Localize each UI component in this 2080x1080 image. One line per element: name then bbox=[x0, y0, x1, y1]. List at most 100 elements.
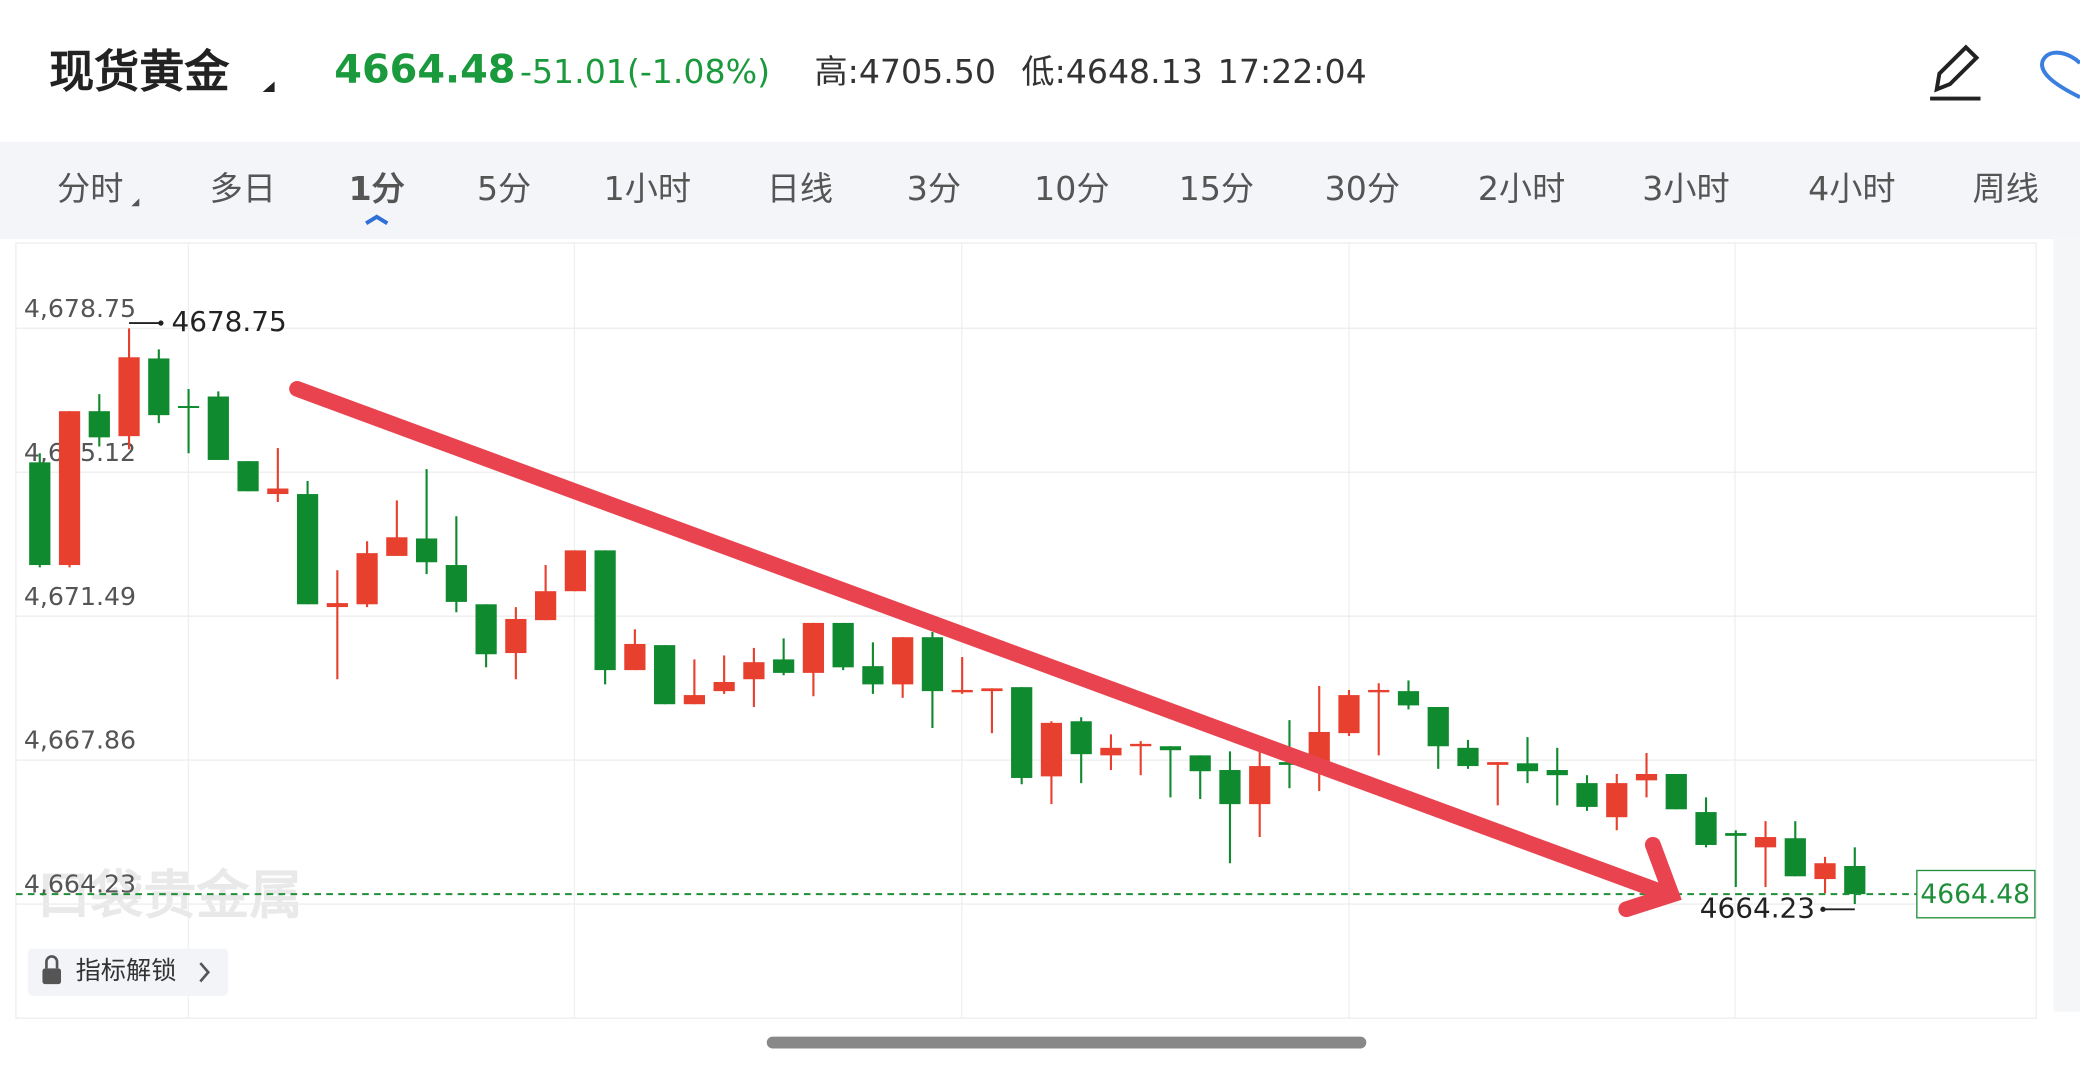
candle-body bbox=[1130, 743, 1152, 747]
candle-body bbox=[713, 682, 735, 692]
favorite-icon[interactable] bbox=[2040, 50, 2080, 99]
max-dot bbox=[158, 320, 164, 326]
candle-body bbox=[832, 622, 854, 668]
tab[interactable]: 5分 bbox=[477, 169, 531, 208]
candle-body bbox=[624, 643, 646, 671]
last-price: 4664.48 bbox=[334, 47, 515, 93]
candle-body bbox=[296, 494, 319, 605]
candle-body bbox=[1011, 687, 1033, 778]
candle-body bbox=[773, 659, 795, 673]
unlock-label[interactable]: 指标解锁 bbox=[76, 956, 177, 985]
candle-body bbox=[118, 357, 140, 437]
candle-body bbox=[356, 553, 378, 605]
candle-body bbox=[386, 537, 408, 556]
tab[interactable]: 1分 bbox=[349, 169, 405, 208]
candle-body bbox=[1844, 865, 1866, 895]
candle-body bbox=[1159, 746, 1182, 751]
tab[interactable]: 2小时 bbox=[1478, 169, 1565, 208]
last-price-label: 4664.48 bbox=[1920, 879, 2030, 910]
candle-body bbox=[1219, 770, 1241, 805]
tab[interactable]: 分时 bbox=[57, 169, 123, 208]
tab-group: 分时 多日 1分 5分 1小时 日线 3分 10分 15分 30分 2小时 3小时 4小时 周线 bbox=[57, 169, 2039, 226]
candle-body bbox=[1189, 755, 1211, 772]
last-price-box bbox=[1916, 869, 2036, 919]
plot-frame bbox=[15, 242, 2037, 1019]
candle-body bbox=[564, 550, 586, 592]
max-label: 4678.75 bbox=[172, 305, 287, 338]
candle-body bbox=[1368, 689, 1390, 693]
active-tab-marker bbox=[365, 214, 389, 226]
candle-body bbox=[1516, 763, 1539, 772]
candle-body bbox=[1427, 706, 1449, 747]
tab[interactable]: 30分 bbox=[1325, 169, 1400, 208]
instrument-title[interactable]: 现货黄金 bbox=[49, 45, 229, 98]
tab[interactable]: 3分 bbox=[907, 169, 961, 208]
candle-body bbox=[475, 604, 497, 655]
y-tick-label: 4,671.49 bbox=[24, 582, 136, 611]
candle-body bbox=[58, 411, 81, 566]
candle-body bbox=[237, 461, 259, 492]
candle-body bbox=[654, 645, 676, 705]
candle-body bbox=[1278, 762, 1301, 765]
candle-body bbox=[29, 462, 51, 566]
watermark: 口袋贵金属 bbox=[37, 865, 302, 926]
candle-body bbox=[594, 550, 616, 671]
candle-body bbox=[415, 538, 438, 563]
candle-body bbox=[802, 622, 825, 673]
candle-body bbox=[326, 603, 348, 608]
y-tick-label: 4,667.86 bbox=[24, 726, 136, 755]
tab-caret bbox=[131, 198, 140, 207]
min-label: 4664.23 bbox=[1700, 891, 1815, 924]
price-change: -51.01(-1.08%) bbox=[520, 52, 770, 91]
candle-body bbox=[1754, 837, 1777, 848]
vertical-grid bbox=[187, 243, 1736, 1019]
y-tick-label: 4,678.75 bbox=[24, 294, 136, 323]
trend-arrow bbox=[289, 381, 1682, 918]
tab[interactable]: 3小时 bbox=[1642, 169, 1729, 208]
unlock-button[interactable]: 指标解锁 bbox=[27, 948, 229, 996]
tab[interactable]: 4小时 bbox=[1808, 169, 1895, 208]
candle-body bbox=[148, 358, 170, 416]
candle-body bbox=[177, 406, 200, 409]
edit-icon[interactable] bbox=[1930, 44, 1981, 101]
candle-body bbox=[1695, 812, 1717, 845]
candle-body bbox=[921, 637, 944, 692]
tab[interactable]: 周线 bbox=[1973, 169, 2039, 208]
tab[interactable]: 10分 bbox=[1034, 169, 1109, 208]
scroll-indicator bbox=[766, 1036, 1367, 1049]
candle-body bbox=[1606, 783, 1628, 818]
min-dot bbox=[1820, 906, 1826, 912]
candle-body bbox=[743, 662, 765, 680]
candle-body bbox=[88, 411, 110, 438]
candle-body bbox=[1784, 838, 1806, 877]
candle-body bbox=[862, 666, 884, 685]
candle-body bbox=[1457, 747, 1479, 767]
quote-time: 17:22:04 bbox=[1218, 52, 1367, 91]
tab[interactable]: 15分 bbox=[1179, 169, 1254, 208]
tab[interactable]: 多日 bbox=[210, 169, 276, 208]
candle-body bbox=[1397, 691, 1420, 706]
candle-body bbox=[267, 488, 289, 495]
candle-body bbox=[981, 688, 1003, 692]
day-high: 高:4705.50 bbox=[814, 52, 995, 91]
tab-bar bbox=[0, 141, 2080, 240]
candle-body bbox=[1487, 762, 1509, 765]
candle-body bbox=[1100, 747, 1122, 756]
plot: 4,678.754,675.124,671.494,667.864,664.23… bbox=[15, 294, 2037, 924]
candle-body bbox=[505, 618, 527, 654]
candle-body bbox=[1576, 783, 1598, 807]
candle-body bbox=[951, 689, 973, 693]
tab[interactable]: 日线 bbox=[767, 169, 833, 208]
candle-body bbox=[1665, 773, 1687, 810]
candle-body bbox=[1338, 695, 1360, 734]
candle-body bbox=[683, 695, 705, 705]
side-panel bbox=[2053, 236, 2080, 1012]
tab[interactable]: 1小时 bbox=[604, 169, 691, 208]
candle-body bbox=[1546, 770, 1568, 776]
candle-body bbox=[1814, 863, 1836, 880]
day-low: 低:4648.13 bbox=[1021, 52, 1202, 91]
candle-body bbox=[892, 637, 914, 685]
candle-body bbox=[535, 591, 557, 621]
